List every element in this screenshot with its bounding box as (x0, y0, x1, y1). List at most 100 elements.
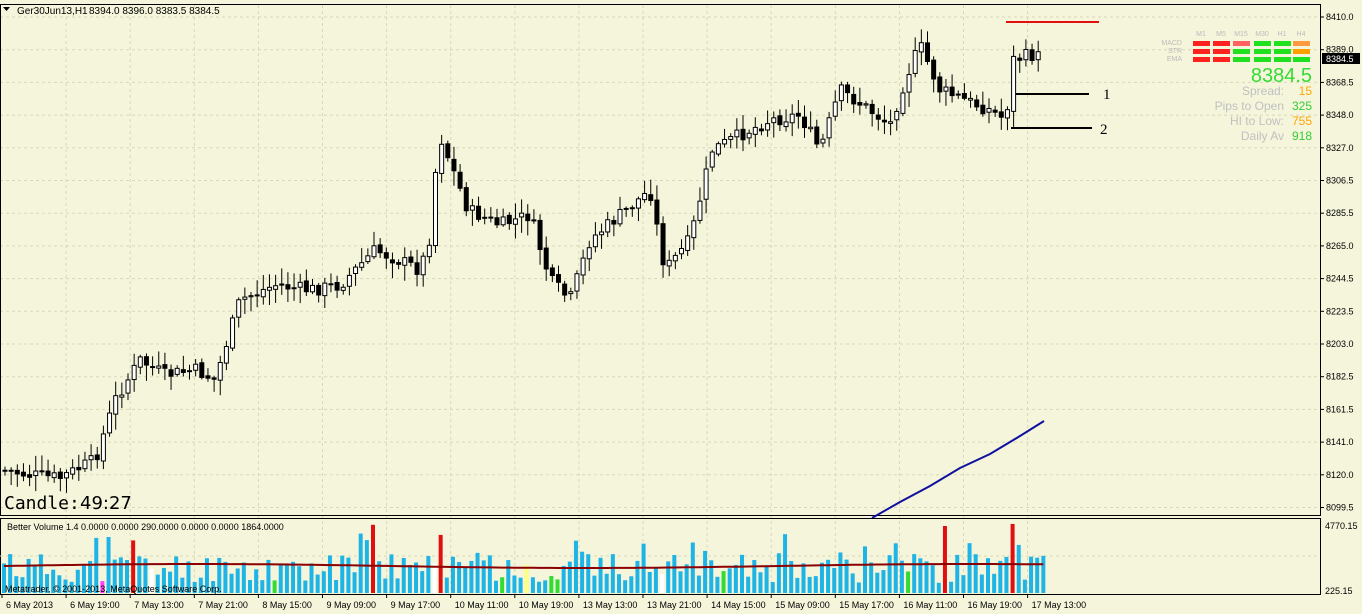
volume-bar (20, 577, 25, 593)
volume-bar (973, 554, 978, 593)
bull-candle (70, 467, 76, 475)
volume-bar (32, 564, 37, 593)
volume-bar (776, 553, 781, 593)
volume-bar (118, 557, 123, 593)
row-label-ema: EMA (1167, 56, 1183, 63)
bear-candle (377, 244, 383, 254)
volume-bar (272, 580, 277, 593)
time-tick-label: 10 May 19:00 (519, 600, 574, 610)
bull-candle (722, 138, 728, 145)
volume-bar (494, 580, 498, 593)
volume-bar (666, 561, 671, 593)
volume-bar (573, 540, 578, 593)
bull-candle (703, 168, 709, 200)
time-tick-label: 16 May 19:00 (968, 600, 1023, 610)
volume-bar (893, 543, 898, 593)
volume-bar (161, 567, 166, 593)
bull-candle (765, 123, 771, 131)
volume-bar (358, 533, 363, 593)
volume-bar (334, 579, 339, 593)
volume-bar (69, 581, 74, 593)
bull-candle (291, 287, 297, 290)
volume-bar (8, 554, 13, 593)
volume-bar (758, 572, 763, 593)
bull-candle (469, 205, 475, 211)
tf-label-m5: M5 (1216, 31, 1226, 38)
volume-bar (561, 565, 566, 593)
row-label-macd: MACD (1161, 40, 1182, 47)
volume-bar (764, 565, 769, 593)
row-label-str: STR (1168, 48, 1182, 55)
bull-candle (968, 97, 974, 101)
volume-bar (450, 556, 455, 593)
volume-bar (967, 543, 972, 593)
bull-candle (519, 212, 525, 218)
signal-cell (1254, 57, 1271, 62)
bear-candle (39, 470, 45, 473)
volume-bar (949, 581, 954, 593)
price-tick-label: 8410.0 (1326, 12, 1354, 22)
bear-candle (303, 280, 309, 293)
bull-candle (322, 282, 328, 297)
bull-candle (242, 296, 248, 300)
dropdown-arrow-icon[interactable] (3, 7, 10, 11)
bear-candle (45, 470, 51, 477)
bull-candle (88, 455, 94, 461)
bull-candle (439, 143, 445, 174)
bull-candle (586, 247, 592, 260)
volume-bar (143, 558, 148, 593)
price-tick-label: 8244.5 (1326, 274, 1354, 284)
level-label-1: 1 (1103, 87, 1111, 103)
bear-candle (857, 101, 863, 106)
volume-bar (942, 526, 947, 593)
volume-bar (672, 555, 677, 593)
price-tick-label: 8203.0 (1326, 339, 1354, 349)
bear-candle (451, 158, 457, 172)
volume-bar (155, 574, 160, 593)
signal-cell (1274, 57, 1291, 62)
bull-candle (820, 138, 826, 144)
current-price-text: 8384.5 (1326, 54, 1354, 64)
bull-candle (752, 126, 758, 135)
time-tick-label: 9 May 17:00 (391, 600, 441, 610)
bull-candle (297, 281, 303, 288)
bull-candle (248, 295, 254, 298)
price-tick-label: 8285.5 (1326, 208, 1354, 218)
bull-candle (2, 469, 8, 472)
volume-bar (586, 554, 591, 593)
chart-header: Ger30Jun13,H1 8394.0 8396.0 8383.5 8384.… (3, 6, 220, 17)
price-axis[interactable]: 8410.0 8389.0 8368.5 8348.0 8327.0 8306.5 8285… (1320, 12, 1354, 513)
volume-bar (844, 559, 849, 593)
volume-bar (57, 575, 62, 593)
volume-bar (291, 561, 296, 593)
volume-bar (149, 568, 154, 593)
time-axis[interactable]: 6 May 2013 6 May 19:00 7 May 13:00 7 May 21… (1, 594, 1086, 610)
volume-bar (506, 560, 511, 593)
price-gridlines (0, 16, 1320, 508)
bear-candle (506, 214, 512, 225)
bear-candle (869, 103, 875, 115)
signal-cell (1233, 57, 1250, 62)
volume-bar (278, 564, 283, 593)
bull-candle (568, 291, 574, 295)
bull-candle (223, 346, 229, 364)
bear-candle (740, 128, 746, 141)
bull-candle (1004, 109, 1010, 119)
price-tick-label: 8099.5 (1326, 503, 1354, 513)
volume-bar (936, 582, 941, 593)
price-tick-label: 8141.0 (1326, 437, 1354, 447)
bear-candle (992, 109, 998, 113)
volume-bar (168, 571, 173, 593)
bull-candle (734, 129, 740, 138)
volume-bar (733, 564, 738, 593)
volume-bar (315, 574, 320, 593)
bull-candle (894, 110, 900, 121)
volume-bar (1029, 556, 1034, 593)
volume-bar (469, 560, 474, 593)
bull-candle (512, 218, 518, 225)
volume-bar (2, 563, 6, 593)
bear-candle (211, 377, 217, 380)
bull-candle (746, 132, 752, 139)
